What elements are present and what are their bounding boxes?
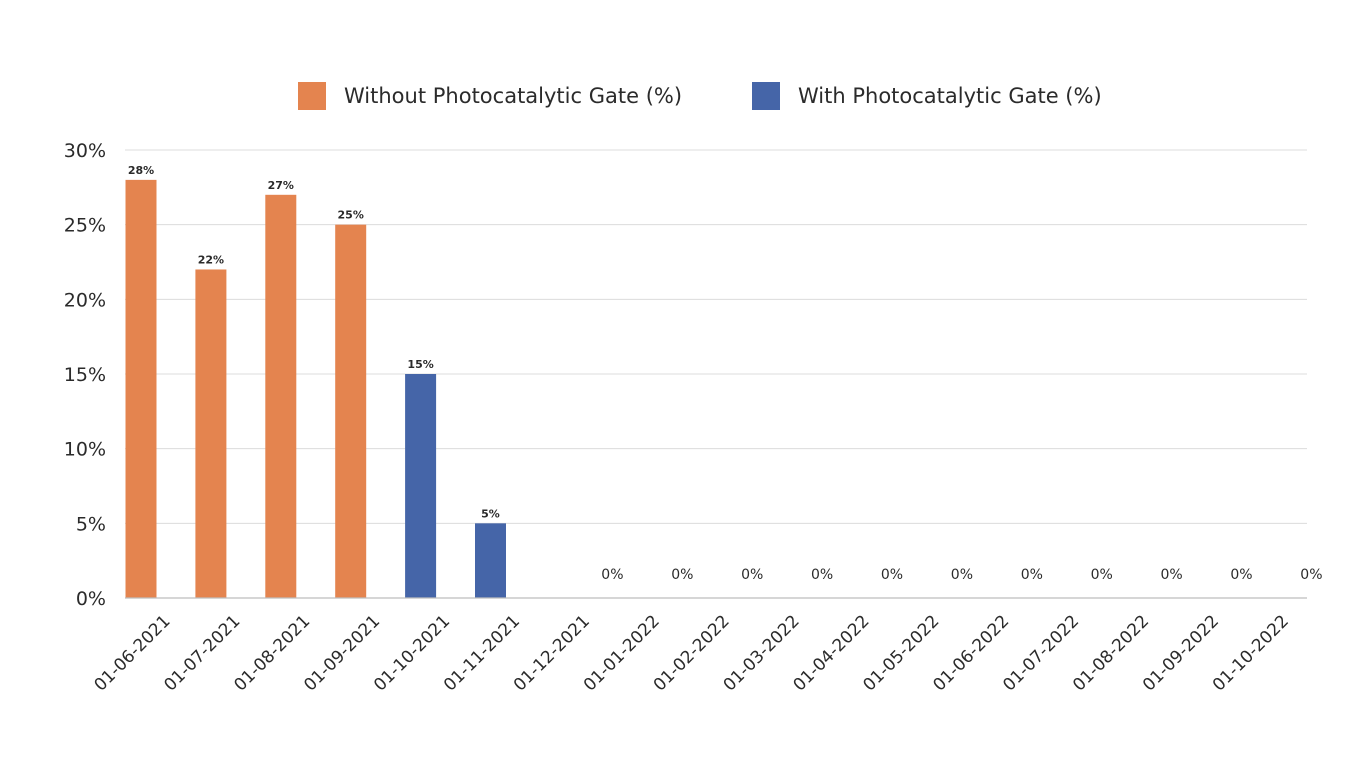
bar	[125, 179, 157, 598]
legend-label-with-gate: With Photocatalytic Gate (%)	[798, 84, 1102, 108]
data-label: 0%	[1160, 567, 1182, 583]
data-label: 0%	[951, 567, 973, 583]
legend: Without Photocatalytic Gate (%) With Pho…	[0, 82, 1370, 112]
bar	[475, 523, 506, 598]
legend-item-with-gate: With Photocatalytic Gate (%)	[752, 82, 1102, 110]
bar	[195, 269, 227, 598]
data-label: 27%	[268, 179, 294, 192]
y-tick-label: 25%	[64, 215, 106, 237]
data-label: 28%	[128, 164, 154, 177]
x-tick-label: 01-10-2022	[1209, 611, 1293, 695]
data-label: 0%	[1300, 567, 1322, 583]
legend-swatch-orange	[298, 82, 326, 110]
x-axis-ticks: 01-06-202101-07-202101-08-202101-09-2021…	[91, 611, 1293, 695]
data-label: 0%	[811, 567, 833, 583]
data-label: 0%	[1021, 567, 1043, 583]
y-tick-label: 30%	[64, 140, 106, 162]
data-label: 0%	[601, 567, 623, 583]
data-label: 0%	[671, 567, 693, 583]
bar	[265, 194, 297, 599]
grid-lines	[125, 149, 1307, 524]
data-label: 15%	[407, 358, 433, 371]
y-tick-label: 10%	[64, 439, 106, 461]
data-label: 0%	[1091, 567, 1113, 583]
y-tick-label: 15%	[64, 364, 106, 386]
y-tick-label: 0%	[76, 588, 106, 610]
y-tick-label: 5%	[76, 513, 106, 535]
y-axis-ticks: 0% 5% 10% 15% 20% 25% 30%	[64, 140, 106, 610]
data-label: 22%	[198, 253, 224, 266]
value-labels: 28% 22% 27% 25% 15% 5% 0% 0% 0% 0% 0% 0% 0% 0% 0% 0% 0%	[128, 164, 1323, 583]
data-label: 0%	[741, 567, 763, 583]
y-tick-label: 20%	[64, 289, 106, 311]
bars	[125, 179, 506, 599]
data-label: 0%	[1230, 567, 1252, 583]
legend-label-without-gate: Without Photocatalytic Gate (%)	[344, 84, 683, 108]
data-label: 5%	[481, 507, 500, 520]
bar	[335, 224, 367, 598]
data-label: 25%	[338, 209, 364, 222]
legend-item-without-gate: Without Photocatalytic Gate (%)	[298, 82, 682, 110]
bar	[405, 374, 437, 598]
legend-swatch-blue	[752, 82, 780, 110]
data-label: 0%	[881, 567, 903, 583]
